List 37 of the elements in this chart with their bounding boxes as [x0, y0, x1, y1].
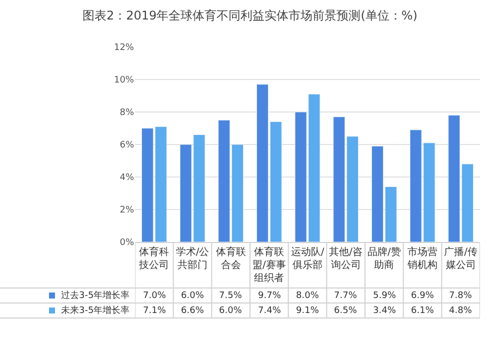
x-tick-label: 广播/传媒公司: [444, 246, 478, 271]
data-label: 7.5%: [219, 291, 242, 301]
data-label: 7.7%: [334, 291, 358, 301]
data-label: 6.5%: [334, 306, 358, 316]
y-tick-label: 4%: [120, 173, 134, 184]
data-label: 6.0%: [181, 291, 204, 301]
y-tick-label: 8%: [120, 108, 134, 118]
data-label: 7.1%: [143, 306, 166, 316]
y-tick-label: 6%: [120, 140, 134, 151]
data-label: 6.9%: [411, 291, 434, 301]
legend-label: 过去3-5年增长率: [61, 290, 130, 301]
y-tick-label: 2%: [120, 206, 134, 216]
y-tick-label: 12%: [114, 43, 134, 54]
data-label: 6.6%: [181, 306, 204, 316]
data-label: 9.1%: [296, 306, 320, 316]
data-label: 5.9%: [373, 291, 396, 301]
x-tick-label: 其他/咨询公司: [329, 246, 363, 271]
data-label: 6.1%: [411, 306, 434, 316]
data-label: 7.8%: [449, 291, 472, 301]
x-tick-label: 体育联盟/赛事组织者: [252, 246, 286, 284]
legend-label: 未来3-5年增长率: [61, 305, 130, 316]
y-tick-label: 10%: [114, 76, 134, 86]
y-tick-label: 0%: [120, 238, 134, 248]
data-label: 4.8%: [449, 306, 472, 316]
data-label: 6.0%: [219, 306, 242, 316]
data-label: 7.0%: [143, 291, 166, 301]
data-label: 9.7%: [258, 291, 282, 301]
x-tick-label: 运动队/俱乐部: [290, 246, 325, 271]
chart-title: 图表2：2019年全球体育不同利益实体市场前景预测(单位：%): [82, 8, 418, 22]
x-tick-label: 品牌/赞助商: [367, 246, 401, 271]
data-label: 8.0%: [296, 291, 320, 301]
x-tick-label: 学术/公共部门: [176, 246, 210, 271]
data-label: 3.4%: [373, 306, 396, 316]
x-tick-label: 体育科技公司: [138, 246, 170, 271]
x-tick-label: 体育联合会: [216, 246, 246, 271]
data-label: 7.4%: [258, 306, 282, 316]
x-tick-label: 市场营销机构: [406, 246, 438, 271]
